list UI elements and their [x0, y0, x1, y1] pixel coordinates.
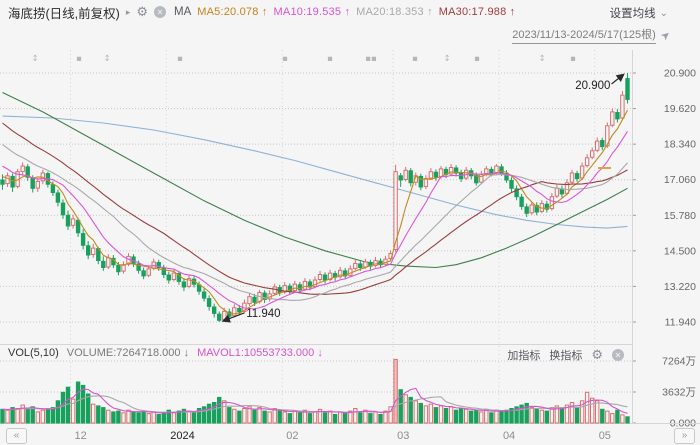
volume-ma-lines — [2, 387, 628, 414]
ma-settings-button[interactable]: 设置均线 ⌄ — [609, 7, 668, 21]
switch-indicator-button[interactable]: 换指标 — [549, 350, 583, 362]
svg-text:20.900: 20.900 — [664, 68, 696, 80]
expand-arrow-icon[interactable]: ▸ — [125, 6, 131, 17]
up-arrow-icon: ↑ — [344, 6, 351, 18]
chevron-down-icon: ⌄ — [659, 7, 668, 19]
scroll-right-button[interactable]: » — [674, 428, 695, 444]
svg-text:15.780: 15.780 — [664, 210, 696, 222]
svg-text:↕: ↕ — [443, 54, 450, 64]
svg-text:04: 04 — [503, 430, 515, 442]
svg-text:3632万: 3632万 — [662, 387, 696, 399]
close-icon[interactable]: ✕ — [612, 349, 624, 361]
up-arrow-icon: ↑ — [509, 6, 516, 18]
month-gridlines — [70, 50, 596, 423]
down-arrow-icon: ↓ — [317, 347, 323, 359]
annotations: 20.900 11.940 — [221, 73, 625, 323]
svg-text:↕: ↕ — [538, 54, 545, 64]
svg-text:03: 03 — [397, 430, 409, 442]
down-arrow-icon: ↓ — [183, 347, 190, 359]
svg-text:11.940: 11.940 — [665, 316, 696, 328]
mavol-readout: MAVOL1:10553733.000 ↓ — [197, 347, 323, 359]
svg-text:▪: ▪ — [282, 54, 288, 64]
gear-icon[interactable]: ⚙ — [136, 4, 148, 19]
svg-text:▪▪: ▪▪ — [365, 54, 377, 64]
svg-text:▪: ▪ — [570, 54, 576, 64]
svg-text:▪: ▪ — [412, 54, 418, 64]
price-axis-labels: 20.900 19.620 18.340 17.060 15.780 14.500 13.2… — [632, 68, 696, 328]
svg-text:18.340: 18.340 — [664, 139, 696, 151]
svg-text:11.940: 11.940 — [246, 308, 280, 320]
up-arrow-icon: ↑ — [427, 6, 433, 18]
svg-text:13.220: 13.220 — [664, 281, 696, 293]
volume-toolbar: 加指标 换指标 ⚙ ✕ — [507, 347, 624, 363]
indicator-label[interactable]: MA — [174, 6, 192, 18]
svg-text:↕: ↕ — [103, 54, 110, 64]
ma20-readout: MA20:18.353 ↑ — [356, 6, 433, 18]
vol-indicator-label[interactable]: VOL(5,10) — [8, 347, 59, 359]
ma30-readout: MA30:17.988 ↑ — [438, 6, 516, 18]
chart-header: 海底捞(日线,前复权) ▸ ⚙ ✕ MA MA5:20.078 ↑ MA10:1… — [8, 3, 515, 21]
volume-readout: VOLUME:7264718.000 ↓ — [66, 347, 190, 359]
svg-text:14.500: 14.500 — [664, 245, 696, 257]
month-axis-labels: 12 2024 02 03 04 05 — [75, 430, 611, 442]
svg-text:19.620: 19.620 — [664, 103, 696, 115]
svg-text:17.060: 17.060 — [664, 174, 696, 186]
add-indicator-button[interactable]: 加指标 — [507, 350, 541, 362]
close-icon[interactable]: ✕ — [154, 6, 166, 18]
svg-text:2024: 2024 — [170, 430, 194, 442]
volume-bars-layer — [0, 358, 630, 424]
svg-text:▪: ▪ — [474, 54, 480, 64]
volume-header: VOL(5,10) VOLUME:7264718.000 ↓ MAVOL1:10… — [8, 347, 323, 359]
stock-title[interactable]: 海底捞(日线,前复权) — [8, 6, 120, 21]
scroll-left-button[interactable]: « — [6, 428, 27, 444]
gear-icon[interactable]: ⚙ — [591, 347, 603, 362]
date-range-label[interactable]: 2023/11/13-2024/5/17(125根) — [512, 26, 656, 44]
up-arrow-icon: ↑ — [261, 6, 268, 18]
svg-text:↕: ↕ — [31, 54, 38, 64]
svg-text:7264万: 7264万 — [662, 356, 696, 368]
event-markers: ↕ ▪ ↕ ▪ ▪ ▪ ▪▪ ▪ ↕ ▪ ↕ ▪ — [31, 54, 575, 64]
ma10-readout: MA10:19.535 ↑ — [273, 6, 351, 18]
svg-text:02: 02 — [286, 430, 298, 442]
ma5-readout: MA5:20.078 ↑ — [197, 6, 268, 18]
svg-text:▪: ▪ — [76, 54, 82, 64]
svg-text:▪: ▪ — [327, 54, 333, 64]
svg-text:05: 05 — [599, 430, 611, 442]
date-range-row: 2023/11/13-2024/5/17(125根) ➤ — [512, 26, 673, 44]
ma-lines-layer — [2, 109, 628, 315]
svg-text:▪: ▪ — [177, 54, 183, 64]
svg-text:12: 12 — [75, 430, 87, 442]
svg-text:20.900: 20.900 — [575, 80, 610, 92]
